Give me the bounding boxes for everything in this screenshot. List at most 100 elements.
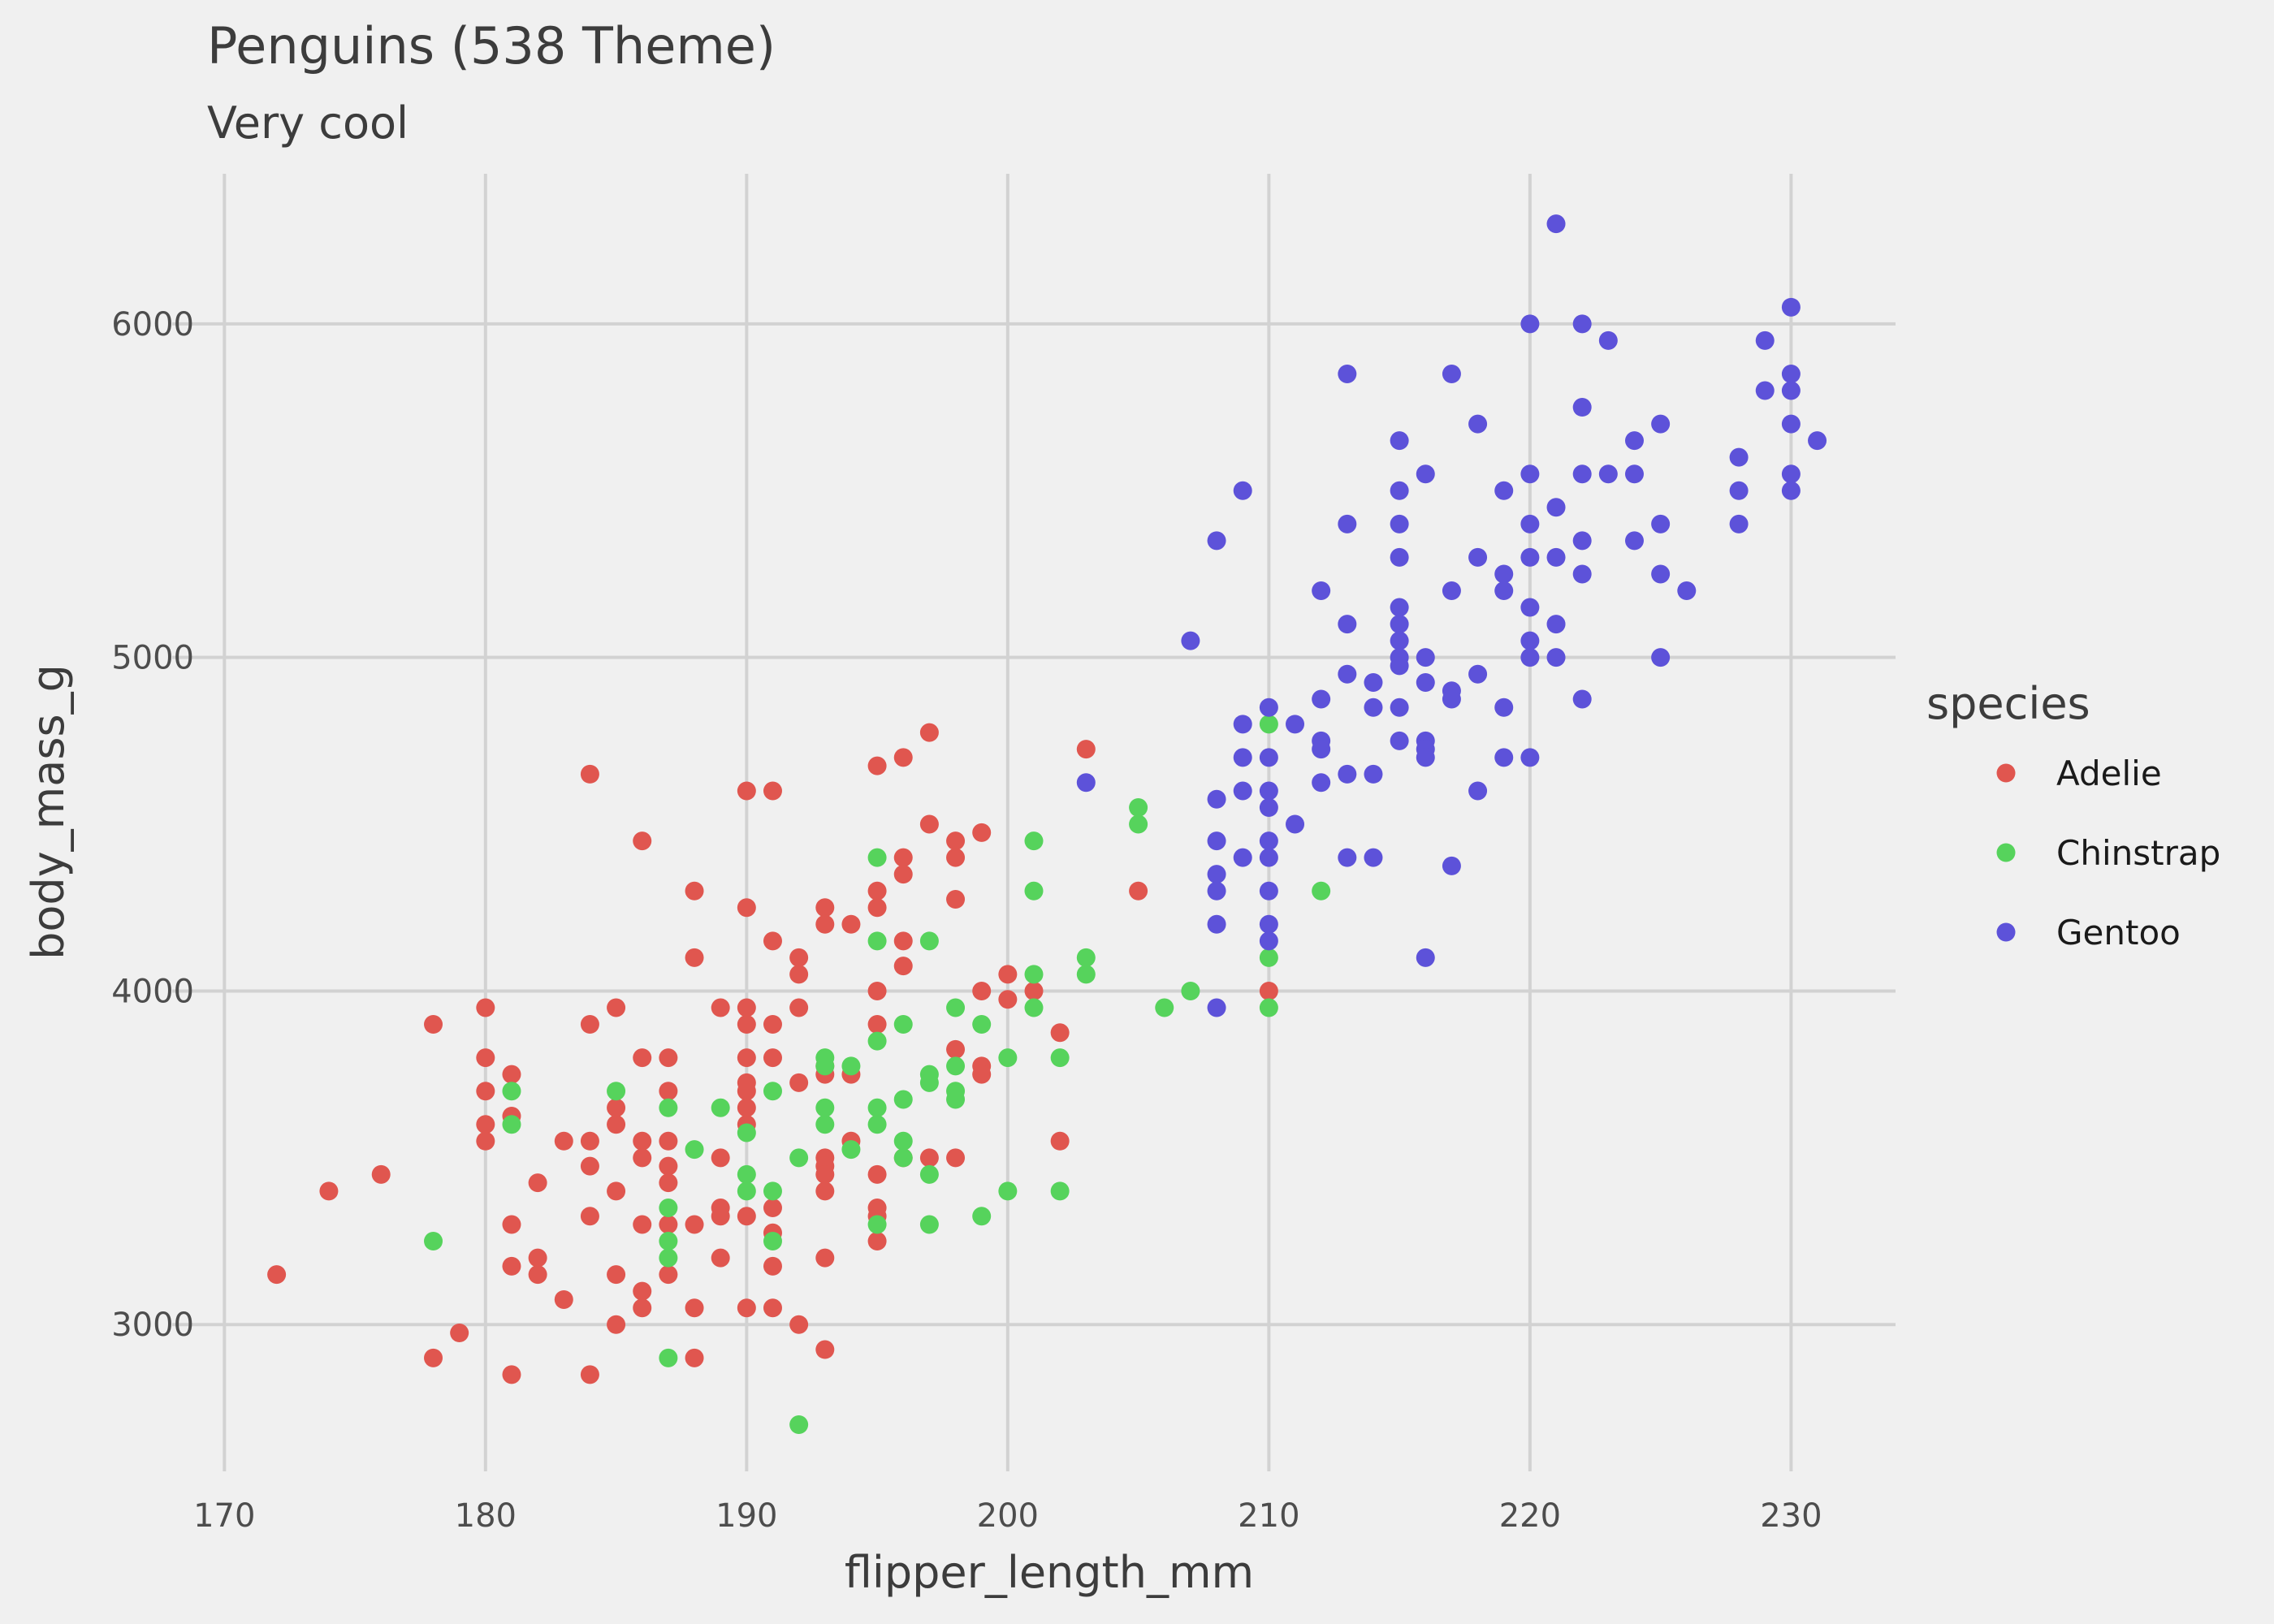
x-tick-label: 180 bbox=[455, 1497, 517, 1535]
data-point-adelie bbox=[633, 831, 652, 851]
data-point-chinstrap bbox=[502, 1115, 521, 1134]
data-point-chinstrap bbox=[867, 1098, 887, 1117]
data-point-adelie bbox=[737, 998, 756, 1017]
data-point-adelie bbox=[946, 1039, 966, 1059]
data-point-adelie bbox=[633, 1298, 652, 1318]
data-point-chinstrap bbox=[867, 1031, 887, 1051]
data-point-gentoo bbox=[1390, 615, 1409, 634]
data-point-chinstrap bbox=[867, 1115, 887, 1134]
data-point-gentoo bbox=[1572, 464, 1592, 484]
data-point-adelie bbox=[711, 1248, 730, 1268]
data-point-gentoo bbox=[1390, 631, 1409, 650]
data-point-adelie bbox=[659, 1131, 678, 1151]
data-point-gentoo bbox=[1520, 598, 1540, 617]
data-point-gentoo bbox=[1520, 748, 1540, 767]
data-point-gentoo bbox=[1364, 848, 1383, 867]
data-point-chinstrap bbox=[763, 1082, 782, 1101]
data-point-adelie bbox=[946, 889, 966, 909]
data-point-adelie bbox=[633, 1281, 652, 1301]
data-point-adelie bbox=[737, 1048, 756, 1068]
data-point-adelie bbox=[867, 898, 887, 918]
legend-label-adelie: Adelie bbox=[2056, 754, 2162, 793]
data-point-gentoo bbox=[1651, 414, 1671, 434]
data-point-adelie bbox=[737, 1298, 756, 1318]
data-point-adelie bbox=[502, 1365, 521, 1384]
data-point-adelie bbox=[919, 814, 939, 834]
legend-marker-gentoo bbox=[1996, 922, 2016, 942]
data-point-gentoo bbox=[1572, 314, 1592, 334]
data-point-adelie bbox=[789, 948, 809, 967]
data-point-gentoo bbox=[1520, 314, 1540, 334]
data-point-adelie bbox=[763, 1256, 782, 1276]
data-point-gentoo bbox=[1338, 764, 1357, 784]
data-point-gentoo bbox=[1233, 715, 1252, 734]
data-point-gentoo bbox=[1233, 848, 1252, 867]
data-point-adelie bbox=[789, 1073, 809, 1092]
data-point-chinstrap bbox=[919, 1164, 939, 1184]
data-point-gentoo bbox=[1259, 748, 1278, 767]
data-point-adelie bbox=[763, 1298, 782, 1318]
data-point-gentoo bbox=[1259, 931, 1278, 951]
data-point-adelie bbox=[580, 1365, 599, 1384]
data-point-adelie bbox=[607, 1098, 626, 1117]
data-point-adelie bbox=[607, 1265, 626, 1285]
data-point-adelie bbox=[711, 998, 730, 1017]
data-point-gentoo bbox=[1677, 581, 1697, 600]
data-point-chinstrap bbox=[1129, 798, 1148, 818]
data-point-chinstrap bbox=[1181, 981, 1200, 1000]
data-point-gentoo bbox=[1259, 698, 1278, 717]
data-point-chinstrap bbox=[737, 1164, 756, 1184]
data-point-adelie bbox=[972, 981, 992, 1000]
data-point-gentoo bbox=[1572, 531, 1592, 551]
data-point-adelie bbox=[737, 1015, 756, 1034]
data-point-adelie bbox=[476, 1131, 495, 1151]
data-point-adelie bbox=[659, 1265, 678, 1285]
data-point-gentoo bbox=[1390, 431, 1409, 451]
data-point-adelie bbox=[1050, 1131, 1070, 1151]
data-point-gentoo bbox=[1494, 581, 1514, 600]
data-point-gentoo bbox=[1312, 689, 1331, 709]
data-point-chinstrap bbox=[659, 1248, 678, 1268]
data-point-gentoo bbox=[1442, 856, 1461, 875]
data-point-chinstrap bbox=[998, 1181, 1018, 1201]
data-point-chinstrap bbox=[946, 1090, 966, 1109]
data-point-adelie bbox=[371, 1164, 391, 1184]
data-point-adelie bbox=[659, 1215, 678, 1234]
data-point-gentoo bbox=[1364, 698, 1383, 717]
data-point-gentoo bbox=[1390, 481, 1409, 500]
data-point-adelie bbox=[737, 1098, 756, 1117]
data-point-adelie bbox=[841, 914, 861, 934]
data-point-adelie bbox=[1076, 740, 1096, 759]
data-point-gentoo bbox=[1364, 672, 1383, 692]
data-point-chinstrap bbox=[893, 1131, 913, 1151]
data-point-chinstrap bbox=[1050, 1048, 1070, 1068]
data-point-gentoo bbox=[1442, 581, 1461, 600]
legend-marker-adelie bbox=[1996, 763, 2016, 783]
grid-lines bbox=[172, 174, 1896, 1471]
data-point-gentoo bbox=[1598, 464, 1618, 484]
data-point-adelie bbox=[607, 998, 626, 1017]
data-point-adelie bbox=[502, 1256, 521, 1276]
data-point-gentoo bbox=[1546, 214, 1566, 234]
x-tick-label: 230 bbox=[1760, 1497, 1822, 1535]
data-point-gentoo bbox=[1207, 531, 1226, 551]
chart-subtitle: Very cool bbox=[207, 97, 409, 149]
data-point-chinstrap bbox=[789, 1415, 809, 1434]
data-point-adelie bbox=[946, 1148, 966, 1168]
data-point-adelie bbox=[867, 1232, 887, 1251]
data-point-gentoo bbox=[1233, 748, 1252, 767]
data-point-gentoo bbox=[1598, 330, 1618, 350]
data-point-chinstrap bbox=[763, 1232, 782, 1251]
data-point-adelie bbox=[267, 1265, 287, 1285]
data-point-gentoo bbox=[1468, 781, 1488, 801]
data-point-gentoo bbox=[1546, 547, 1566, 567]
data-point-gentoo bbox=[1416, 748, 1435, 767]
data-point-adelie bbox=[476, 1082, 495, 1101]
data-point-chinstrap bbox=[502, 1082, 521, 1101]
data-point-adelie bbox=[893, 957, 913, 976]
data-point-chinstrap bbox=[893, 1015, 913, 1034]
legend-label-chinstrap: Chinstrap bbox=[2056, 833, 2220, 873]
data-point-adelie bbox=[867, 981, 887, 1000]
data-point-gentoo bbox=[1390, 514, 1409, 533]
